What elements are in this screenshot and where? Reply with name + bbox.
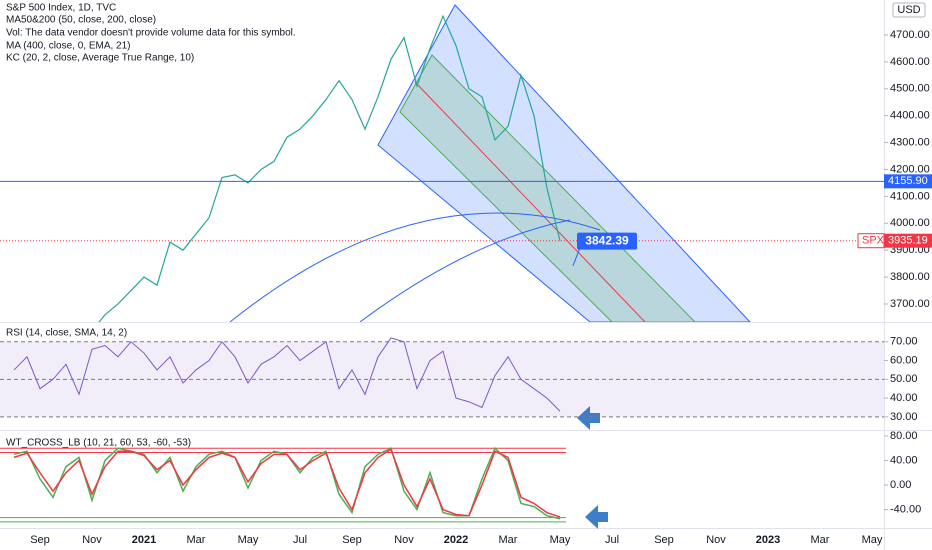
x-tick-label: Sep — [30, 534, 50, 546]
wt-title: WT_CROSS_LB (10, 21, 60, 53, -60, -53) — [6, 438, 191, 449]
chart-title: S&P 500 Index, 1D, TVC — [6, 3, 116, 14]
x-tick-label: Jul — [293, 534, 307, 546]
x-tick-label: May — [550, 534, 571, 546]
arrow-icon — [577, 406, 600, 430]
y-tick-label: 30.00 — [890, 411, 918, 423]
y-tick-label: 4100.00 — [890, 190, 930, 202]
x-tick-label: Jul — [605, 534, 619, 546]
series-line — [13, 446, 561, 520]
median-line — [414, 81, 646, 322]
y-tick-label: 40.00 — [890, 392, 918, 404]
callout-box — [577, 232, 637, 250]
indicator-label: KC (20, 2, close, Average True Range, 10… — [6, 53, 194, 64]
x-tick-label: 2021 — [132, 534, 156, 546]
y-tick-label: 70.00 — [890, 336, 918, 348]
y-tick-label: 4600.00 — [890, 56, 930, 68]
price-label: 4155.90 — [888, 175, 928, 187]
currency-box[interactable] — [892, 2, 926, 18]
indicator-label: Vol: The data vendor doesn't provide vol… — [6, 28, 296, 39]
y-tick-label: 4700.00 — [890, 29, 930, 41]
arrow-icon — [585, 505, 608, 529]
y-tick-label: -40.00 — [890, 503, 921, 515]
moving-average — [229, 212, 601, 322]
pitchfork — [229, 4, 751, 322]
series-line — [98, 14, 561, 322]
x-tick-label: 2023 — [756, 534, 780, 546]
x-tick-label: Sep — [654, 534, 674, 546]
x-tick-label: Mar — [811, 534, 830, 546]
y-tick-label: 4300.00 — [890, 136, 930, 148]
y-tick-label: 3700.00 — [890, 298, 930, 310]
symbol-label: SPX — [862, 235, 885, 247]
x-tick-label: Nov — [82, 534, 102, 546]
y-tick-label: 4500.00 — [890, 83, 930, 95]
rsi-title: RSI (14, close, SMA, 14, 2) — [6, 328, 127, 339]
indicator-label: MA (400, close, 0, EMA, 21) — [6, 41, 131, 52]
y-tick-label: 40.00 — [890, 454, 918, 466]
y-tick-label: 3800.00 — [890, 271, 930, 283]
x-tick-label: Mar — [499, 534, 518, 546]
indicator-label: MA50&200 (50, close, 200, close) — [6, 15, 156, 26]
series-line — [13, 448, 561, 518]
x-tick-label: Nov — [394, 534, 414, 546]
y-tick-label: 4200.00 — [890, 163, 930, 175]
callout-label: 3842.39 — [585, 233, 629, 247]
callout-arrow — [572, 247, 581, 266]
y-tick-label: 80.00 — [890, 430, 918, 442]
pane — [0, 446, 566, 523]
y-tick-label: 60.00 — [890, 354, 918, 366]
y-tick-label: 4000.00 — [890, 217, 930, 229]
y-tick-label: 0.00 — [890, 479, 911, 491]
price-label-box — [884, 174, 932, 189]
price-label: 3935.19 — [888, 235, 928, 247]
y-tick-label: 50.00 — [890, 373, 918, 385]
x-tick-label: May — [238, 534, 259, 546]
x-tick-label: May — [862, 534, 883, 546]
moving-average — [359, 219, 571, 322]
x-tick-label: Sep — [342, 534, 362, 546]
y-tick-label: 4400.00 — [890, 110, 930, 122]
pane — [0, 337, 884, 418]
x-tick-label: 2022 — [444, 534, 468, 546]
price-label-box — [884, 233, 932, 248]
series-line — [13, 337, 561, 412]
x-tick-label: Nov — [706, 534, 726, 546]
currency[interactable]: USD — [897, 4, 920, 16]
pane — [98, 14, 561, 322]
x-tick-label: Mar — [187, 534, 206, 546]
